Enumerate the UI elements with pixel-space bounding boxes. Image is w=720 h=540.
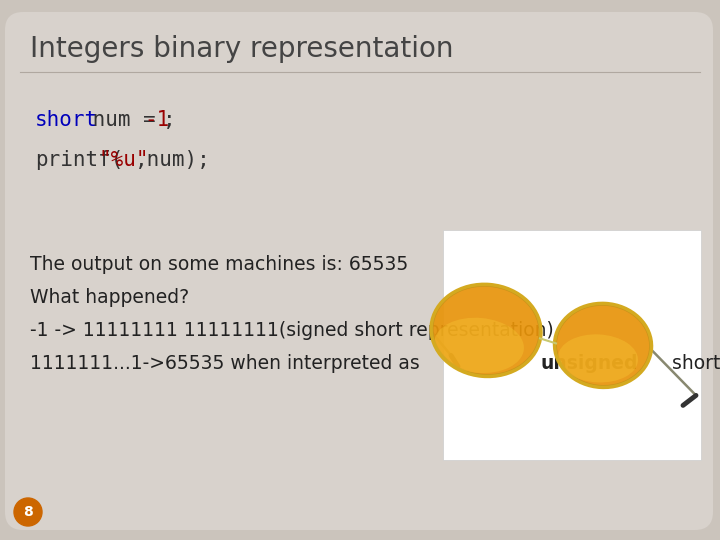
Ellipse shape (432, 285, 540, 375)
FancyBboxPatch shape (443, 230, 701, 460)
Text: 8: 8 (23, 505, 33, 519)
Text: ,num);: ,num); (135, 150, 211, 170)
Circle shape (14, 498, 42, 526)
Text: Integers binary representation: Integers binary representation (30, 35, 454, 63)
Text: ;: ; (163, 110, 175, 130)
Ellipse shape (434, 318, 524, 373)
Ellipse shape (558, 334, 638, 382)
Text: short.: short. (667, 354, 720, 373)
Ellipse shape (556, 305, 651, 387)
Text: unsigned: unsigned (541, 354, 638, 373)
Text: -1: -1 (144, 110, 169, 130)
Text: printf(: printf( (35, 150, 123, 170)
Text: short: short (35, 110, 98, 130)
Text: What happened?: What happened? (30, 288, 189, 307)
FancyBboxPatch shape (5, 12, 713, 530)
Text: num =: num = (81, 110, 169, 130)
Text: The output on some machines is: 65535: The output on some machines is: 65535 (30, 255, 408, 274)
Text: 1111111...1->65535 when interpreted as: 1111111...1->65535 when interpreted as (30, 354, 426, 373)
Text: -1 -> 11111111 11111111(signed short representation).: -1 -> 11111111 11111111(signed short rep… (30, 321, 559, 340)
Text: "%u": "%u" (99, 150, 149, 170)
